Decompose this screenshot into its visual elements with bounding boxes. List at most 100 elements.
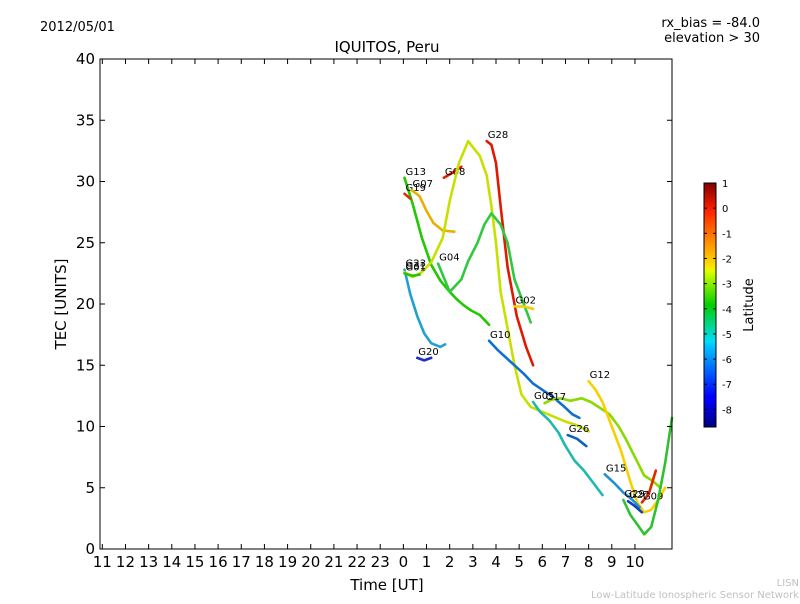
x-tick-label: 9: [607, 553, 617, 571]
series-label: G04: [439, 253, 459, 264]
series-line: [513, 305, 535, 311]
colorbar-tick-label: -4: [722, 305, 732, 316]
series-g27: G27: [626, 490, 649, 514]
colorbar-tick-label: 0: [722, 204, 728, 215]
x-tick-label: 7: [561, 553, 571, 571]
series-g19: G19: [403, 183, 426, 200]
plot-frame: [99, 58, 673, 550]
series-g26: G26: [566, 424, 589, 448]
series-g01: G01: [403, 262, 426, 278]
y-tick-label: 20: [76, 295, 95, 313]
x-tick-label: 18: [255, 553, 274, 571]
series-label: G02: [516, 295, 536, 306]
x-tick-label: 13: [139, 553, 158, 571]
x-tick-label: 15: [185, 553, 204, 571]
series-line: [640, 469, 658, 504]
series-g20: G20: [415, 347, 439, 362]
series-line: [403, 176, 491, 327]
elevation-label: elevation > 30: [664, 31, 760, 46]
series-label: G12: [590, 370, 610, 381]
series-g29: G29: [622, 416, 674, 536]
colorbar-tick-label: -7: [722, 380, 732, 391]
x-tick-label: 14: [162, 553, 181, 571]
x-tick-label: 4: [491, 553, 501, 571]
x-tick-label: 11: [93, 553, 112, 571]
series-line: [543, 396, 662, 490]
series-label: G17: [546, 392, 566, 403]
x-tick-label: 2: [445, 553, 455, 571]
series-line: [403, 139, 590, 433]
colorbar-tick-label: -2: [722, 254, 732, 265]
date-label: 2012/05/01: [40, 20, 115, 35]
y-tick-label: 0: [85, 540, 95, 558]
colorbar-tick-label: -5: [722, 330, 732, 341]
y-tick-label: 15: [76, 356, 95, 374]
axis-layer: 11 12 13 14 15 16 17 18 19 20 21 22 23 0 1 2 3 4 5 6 7 8 9 1005…: [76, 50, 672, 571]
x-tick-label: 21: [324, 553, 343, 571]
series-line: [436, 212, 533, 324]
series-g08: G08: [442, 165, 465, 180]
colorbar-tick-label: -6: [722, 355, 732, 366]
y-tick-label: 10: [76, 418, 95, 436]
series-line: [566, 433, 588, 448]
x-tick-label: 12: [116, 553, 135, 571]
x-tick-label: 19: [278, 553, 297, 571]
series-label: G07: [412, 179, 432, 190]
x-tick-label: 0: [399, 553, 409, 571]
series-g02: G02: [513, 295, 536, 311]
series-label: G13: [406, 167, 426, 178]
series-layer: G13G19G07G08G28G23G31G01G04G02G10G20G05G…: [403, 130, 674, 536]
series-line: [622, 416, 674, 536]
colorbar-tick-label: 1: [722, 179, 728, 190]
rx-bias-label: rx_bias = -84.0: [661, 16, 760, 31]
series-label: G15: [606, 463, 626, 474]
colorbar-ticks: 1 0 -1 -2 -3 -4 -5 -6 -7 -8: [704, 179, 732, 416]
x-tick-label: 1: [422, 553, 432, 571]
x-tick-label: 17: [232, 553, 251, 571]
series-g04: G04: [436, 212, 533, 324]
series-label: G31: [406, 261, 426, 272]
footer-org-full: Low-Latitude Ionospheric Sensor Network: [591, 590, 799, 600]
series-label: G20: [418, 347, 438, 358]
y-axis-label: TEC [UNITS]: [52, 259, 70, 351]
series-g31: G31: [403, 139, 590, 433]
x-tick-label: 8: [584, 553, 594, 571]
series-g10: G10: [487, 330, 581, 420]
series-line: [587, 379, 667, 514]
colorbar-tick-label: -1: [722, 229, 732, 240]
y-tick-label: 40: [76, 50, 95, 68]
x-tick-label: 3: [468, 553, 478, 571]
series-line: [442, 165, 463, 180]
series-label: G10: [490, 330, 510, 341]
series-label: G08: [445, 167, 465, 178]
x-axis-label: Time [UT]: [349, 576, 423, 594]
series-line: [603, 472, 641, 509]
series-label: G27: [629, 490, 649, 501]
series-label: G23: [406, 259, 426, 270]
series-g15: G15: [603, 463, 641, 509]
series-line: [531, 400, 604, 497]
series-label: G28: [488, 130, 508, 141]
series-label: G05: [534, 391, 554, 402]
series-label: G29: [624, 489, 644, 500]
series-label: G09: [643, 491, 663, 502]
series-label: G26: [569, 424, 589, 435]
x-tick-label: 23: [371, 553, 390, 571]
y-tick-label: 30: [76, 173, 95, 191]
series-g12: G12: [587, 370, 667, 514]
series-line: [403, 272, 421, 278]
series-g05: G05: [531, 391, 604, 497]
series-line: [626, 499, 644, 514]
x-tick-label: 16: [209, 553, 228, 571]
series-label: G19: [406, 183, 426, 194]
x-tick-label: 5: [514, 553, 524, 571]
y-tick-label: 35: [76, 111, 95, 129]
x-tick-label: 6: [538, 553, 548, 571]
series-g23: G23: [403, 259, 447, 349]
colorbar: [703, 182, 717, 428]
x-tick-label: 22: [348, 553, 367, 571]
x-tick-label: 10: [625, 553, 644, 571]
colorbar-tick-label: -3: [722, 280, 732, 291]
